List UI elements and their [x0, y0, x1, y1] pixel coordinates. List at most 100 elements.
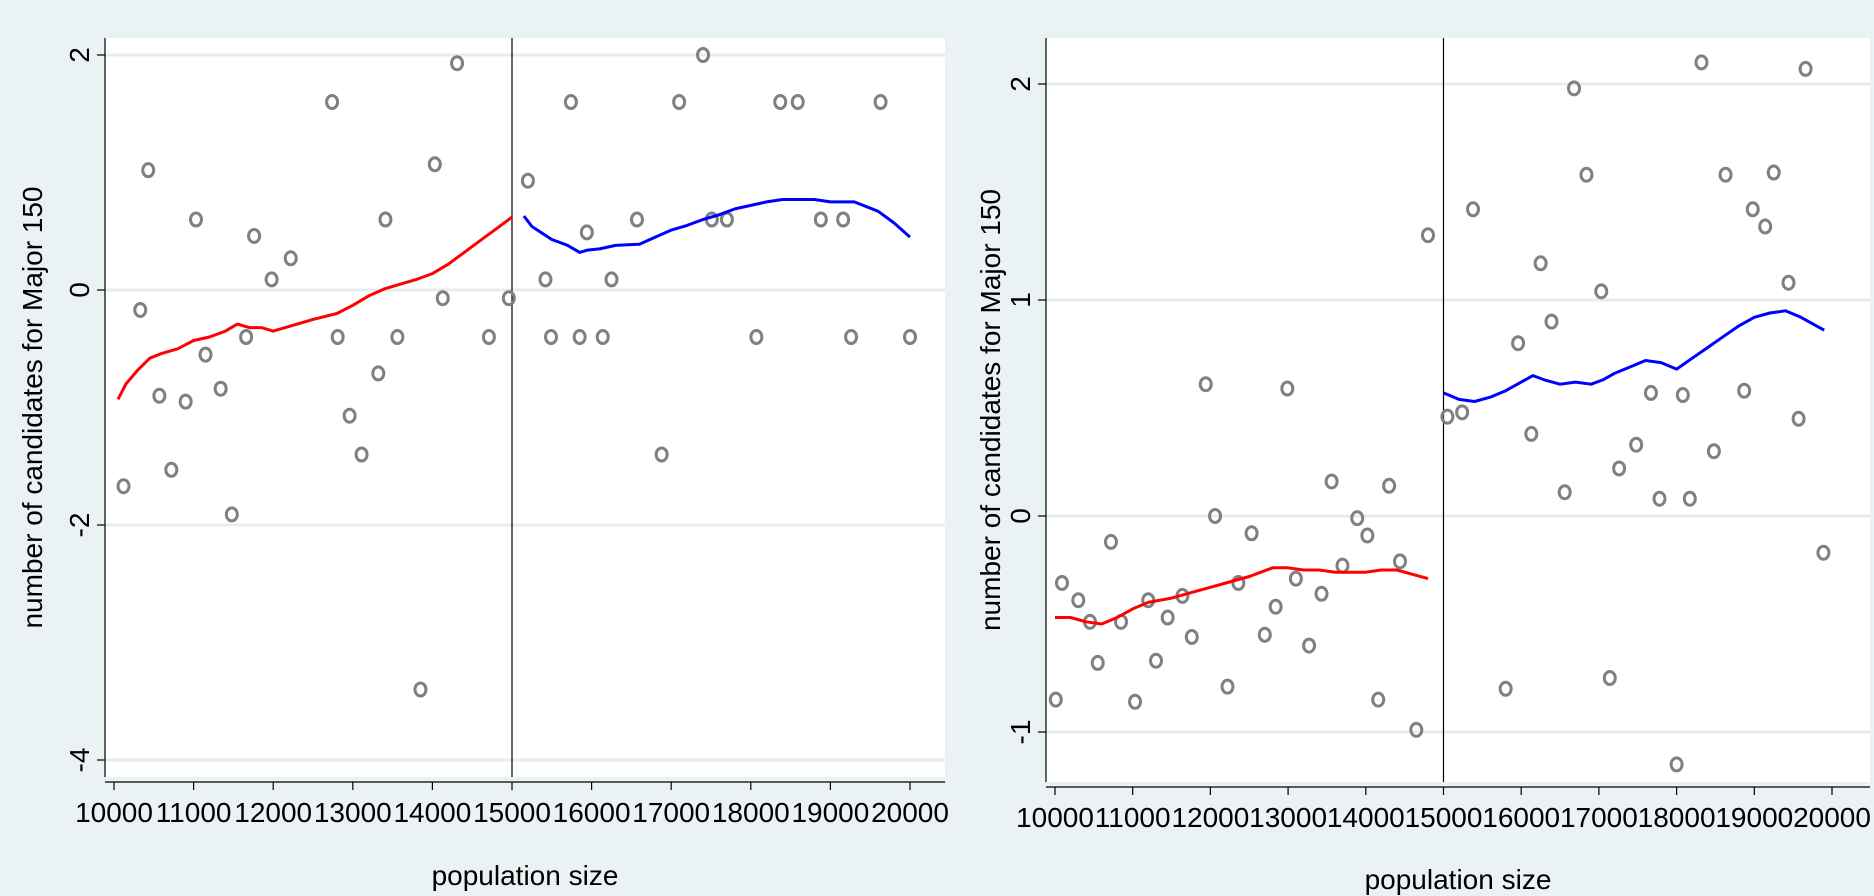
- data-point: [283, 250, 298, 267]
- data-point: [435, 290, 450, 307]
- data-point: [224, 506, 239, 523]
- lowess-fit-line: [1442, 309, 1825, 403]
- data-point: [481, 329, 496, 345]
- data-point: [1579, 166, 1594, 183]
- data-point: [1766, 164, 1781, 181]
- data-point: [1160, 609, 1175, 626]
- data-point: [371, 365, 386, 382]
- x-tick-label: 20000: [1793, 802, 1871, 833]
- x-tick-label: 17000: [632, 797, 710, 828]
- data-point: [1220, 678, 1235, 695]
- data-point: [544, 329, 559, 345]
- left-scatter-panel: -4 -2 0 2 10000 11000 12000 13000 14000 15000 1600…: [17, 38, 949, 891]
- x-axis-label: population size: [432, 860, 619, 891]
- data-point: [378, 211, 393, 228]
- data-point: [1054, 574, 1069, 591]
- data-point: [1409, 721, 1424, 738]
- x-tick-label: 13000: [314, 797, 392, 828]
- y-tick-label: -4: [64, 748, 95, 773]
- data-point: [1758, 218, 1773, 235]
- data-point: [342, 407, 357, 424]
- x-tick-label: 16000: [1482, 802, 1560, 833]
- data-point: [790, 94, 805, 110]
- x-tick-label: 14000: [1327, 802, 1405, 833]
- data-point: [1694, 54, 1709, 71]
- data-point: [1669, 756, 1684, 773]
- x-tick-label: 15000: [1405, 802, 1483, 833]
- data-point: [1257, 626, 1272, 643]
- y-tick-label: 2: [1005, 76, 1036, 92]
- data-point: [572, 329, 587, 345]
- data-point: [1360, 527, 1375, 544]
- data-point: [1629, 436, 1644, 453]
- data-point: [1643, 384, 1658, 401]
- data-point: [1816, 544, 1831, 561]
- x-tick-label: 11000: [1095, 802, 1171, 833]
- data-point: [1567, 80, 1582, 97]
- x-tick-label: 16000: [553, 797, 631, 828]
- data-point: [1682, 490, 1697, 507]
- data-point: [1302, 637, 1317, 654]
- data-point: [501, 290, 516, 307]
- data-point: [1103, 533, 1118, 550]
- x-tick-label: 19000: [791, 797, 869, 828]
- data-point: [538, 271, 553, 288]
- data-point: [264, 271, 279, 288]
- data-point: [1675, 387, 1690, 404]
- data-point: [1184, 628, 1199, 645]
- data-point: [1268, 598, 1283, 615]
- data-point: [390, 329, 405, 345]
- data-point: [629, 211, 644, 228]
- data-point: [1371, 691, 1386, 708]
- data-point: [604, 271, 619, 288]
- data-point: [844, 329, 859, 345]
- data-point: [427, 156, 442, 173]
- data-point: [1511, 335, 1526, 352]
- data-point: [1392, 553, 1407, 570]
- data-point: [1781, 274, 1796, 291]
- data-point: [520, 172, 535, 189]
- x-tick-label: 11000: [156, 797, 232, 828]
- data-point: [1498, 680, 1513, 697]
- data-point: [1090, 654, 1105, 671]
- right-scatter-panel: -1 0 1 2 10000 11000 12000 13000 14000 15000 16000…: [975, 38, 1871, 895]
- data-point: [1594, 283, 1609, 300]
- data-point: [133, 301, 148, 318]
- data-point: [1350, 510, 1365, 527]
- x-tick-label: 15000: [473, 797, 551, 828]
- x-tick-label: 14000: [393, 797, 471, 828]
- data-point: [1557, 484, 1572, 501]
- data-point: [1244, 525, 1259, 542]
- data-point: [239, 329, 254, 345]
- data-point: [836, 211, 851, 228]
- data-point: [164, 461, 179, 478]
- data-point: [1706, 443, 1721, 460]
- data-point: [873, 94, 888, 110]
- data-point: [247, 227, 262, 244]
- data-point: [1048, 691, 1063, 708]
- data-point: [1231, 574, 1246, 591]
- plot-area: [105, 38, 945, 777]
- y-tick-label: 0: [64, 282, 95, 298]
- x-tick-label: 20000: [871, 797, 949, 828]
- data-point: [330, 329, 345, 345]
- data-point: [1420, 227, 1435, 244]
- y-axis-label: number of candidates for Major 150: [17, 186, 48, 628]
- lowess-fit-line: [116, 215, 513, 400]
- data-point: [773, 94, 788, 110]
- data-point: [1455, 404, 1470, 421]
- data-point: [1288, 570, 1303, 587]
- x-tick-label: 12000: [1171, 802, 1249, 833]
- data-point: [813, 211, 828, 228]
- x-tick-label: 18000: [712, 797, 790, 828]
- data-point: [1745, 201, 1760, 218]
- data-point: [563, 94, 578, 110]
- x-tick-label: 13000: [1249, 802, 1327, 833]
- data-point: [1612, 460, 1627, 477]
- data-point: [1128, 693, 1143, 710]
- data-point: [1280, 380, 1295, 397]
- data-point: [325, 94, 340, 110]
- data-point: [1198, 376, 1213, 393]
- data-point: [1652, 490, 1667, 507]
